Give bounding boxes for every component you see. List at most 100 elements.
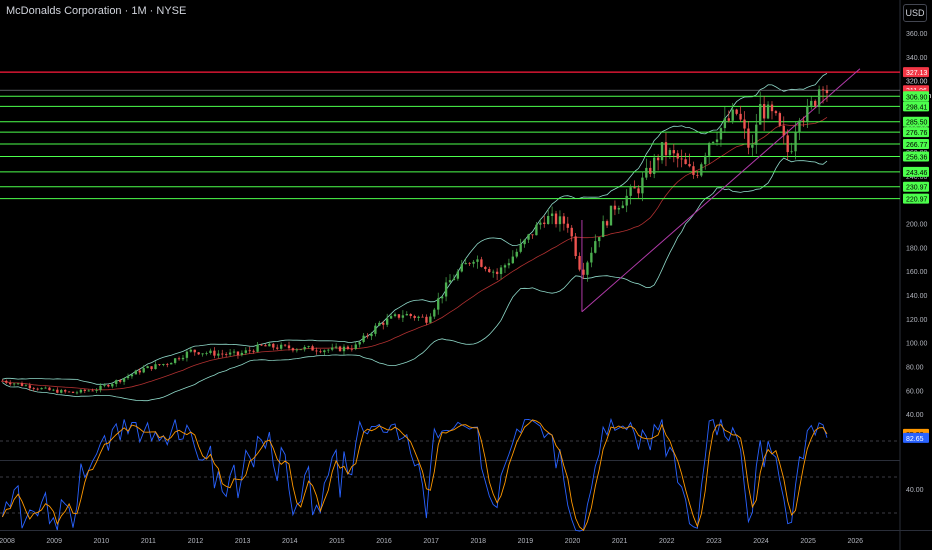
level-label-220.97: 220.97 [906,197,928,204]
x-tick-label: 2012 [188,538,204,545]
candle-body [523,239,526,245]
candle-body [260,344,263,346]
candle-body [629,187,632,196]
candle-body [315,350,318,352]
y-tick-label: 240.00 [906,174,928,181]
candle-body [778,113,782,126]
candle-body [527,234,530,240]
candle-body [279,344,283,349]
candle-body [236,351,240,355]
candle-body [28,385,32,389]
candle-body [303,346,306,350]
candle-body [825,90,829,94]
level-label-306.90: 306.90 [906,94,928,101]
candle-body [1,380,4,382]
candle-body [374,325,377,334]
candle-body [515,251,518,257]
candle-body [370,333,373,337]
candle-body [770,104,774,112]
candle-body [173,358,177,363]
y-tick-label: 100.00 [906,341,928,348]
x-tick-label: 2025 [800,538,816,545]
x-tick-label: 2013 [235,538,251,545]
candle-body [782,125,785,136]
x-tick-label: 2016 [376,538,392,545]
candle-body [354,344,357,349]
candle-body [609,205,613,226]
candle-body [115,380,118,385]
trend-line[interactable] [581,68,861,313]
candle-body [264,345,267,347]
level-tag-298.41 [903,101,929,112]
candle-body [209,350,212,353]
candle-body [327,349,330,351]
candle-body [20,383,24,386]
candle-body [307,346,310,348]
y-tick-label: 60.00 [906,388,924,395]
x-tick-label: 2014 [282,538,298,545]
candle-body [287,345,291,349]
candle-body [122,378,126,382]
candle-body [440,296,444,299]
y-tick-label: 40.00 [906,412,924,419]
candle-body [719,128,723,140]
candle-body [645,167,648,178]
candle-body [252,350,255,352]
candle-body [531,234,534,236]
x-tick-label: 2015 [329,538,345,545]
candle-body [16,383,20,385]
candle-body [751,144,754,148]
x-tick-label: 2026 [847,538,863,545]
candle-body [766,104,770,119]
candle-body [268,343,271,347]
candle-body [810,100,813,106]
chart-title: McDonalds Corporation · 1M · NYSE [6,5,187,17]
candle-body [56,389,59,393]
level-label-230.97: 230.97 [906,185,928,192]
candle-body [472,261,475,264]
candle-body [660,142,664,161]
candle-body [452,278,456,281]
candle-body [731,109,734,121]
currency-button[interactable]: USD [903,4,927,22]
candle-body [562,216,566,224]
candle-body [613,205,617,210]
candle-body [99,385,102,391]
y-tick-label: 360.00 [906,31,928,38]
candle-body [197,352,200,355]
candle-body [625,195,628,206]
x-tick-label: 2009 [46,538,62,545]
level-tag-230.97 [903,181,929,192]
candle-body [759,104,762,125]
candle-body [221,353,224,355]
x-tick-label: 2020 [565,538,581,545]
candle-body [598,237,601,242]
candle-body [574,236,577,257]
candle-body [664,142,668,156]
candle-body [64,390,67,392]
candle-body [213,350,216,356]
candle-body [44,387,47,389]
candle-body [130,374,134,377]
candle-body [413,315,416,318]
candle-body [150,366,153,370]
candle-body [578,256,581,270]
candle-body [550,213,554,216]
candle-body [103,384,106,386]
candle-body [240,352,244,355]
moving-average-line [2,116,828,391]
candle-body [138,370,141,373]
candle-body [668,150,672,156]
y-tick-label: 180.00 [906,245,928,252]
candle-body [429,316,432,323]
level-label-327.13: 327.13 [906,70,928,77]
candle-body [256,344,259,352]
candle-body [507,263,511,266]
candle-body [519,244,522,252]
level-label-320.00: 320.00 [906,79,928,86]
candle-body [503,265,507,268]
candle-body [715,139,719,142]
candle-body [162,364,165,365]
x-tick-label: 2023 [706,538,722,545]
